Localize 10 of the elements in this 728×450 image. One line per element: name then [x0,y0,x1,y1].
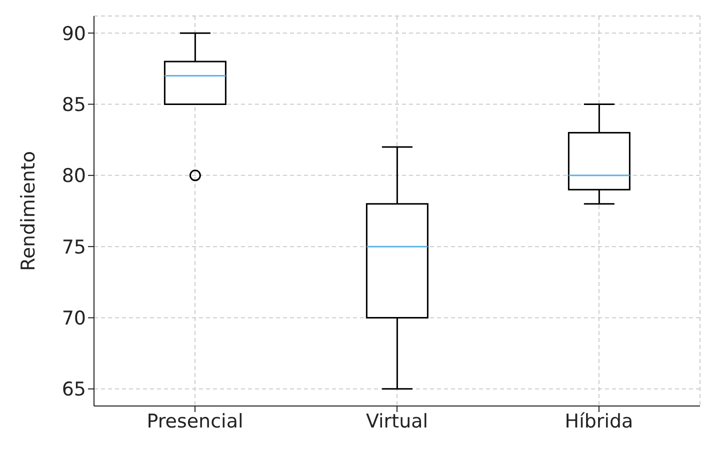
y-tick-label: 90 [62,22,86,45]
y-tick-label: 80 [62,165,86,188]
y-axis-title: Rendimiento [18,150,40,272]
x-tick-label: Virtual [366,410,428,432]
y-tick-label: 65 [62,378,86,401]
x-tick-label: Presencial [146,410,244,432]
x-tick-label: Híbrida [564,410,634,432]
y-tick-label: 85 [62,94,86,116]
y-tick-label: 75 [62,236,86,258]
y-tick-label: 70 [62,307,86,330]
